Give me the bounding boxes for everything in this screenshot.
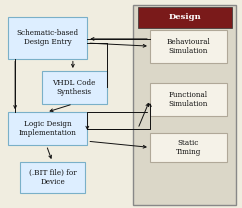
Bar [8,112,87,145]
Bar [150,30,227,63]
Text: Logic Design
Implementation: Logic Design Implementation [19,120,76,137]
Text: VHDL Code
Synthesis: VHDL Code Synthesis [53,79,96,96]
Bar [150,83,227,116]
Bar [20,162,85,193]
Text: (.BIT file) for
Device: (.BIT file) for Device [29,169,76,186]
Bar [42,71,106,104]
Text: Behavioural
Simulation: Behavioural Simulation [166,38,210,55]
Bar [138,7,232,27]
Bar [133,5,236,205]
Bar [8,17,87,58]
Bar [150,133,227,162]
Text: Functional
Simulation: Functional Simulation [169,91,208,108]
Text: Design: Design [168,13,201,21]
Text: Schematic-based
Design Entry: Schematic-based Design Entry [16,29,79,46]
Text: Static
Timing: Static Timing [176,139,201,156]
